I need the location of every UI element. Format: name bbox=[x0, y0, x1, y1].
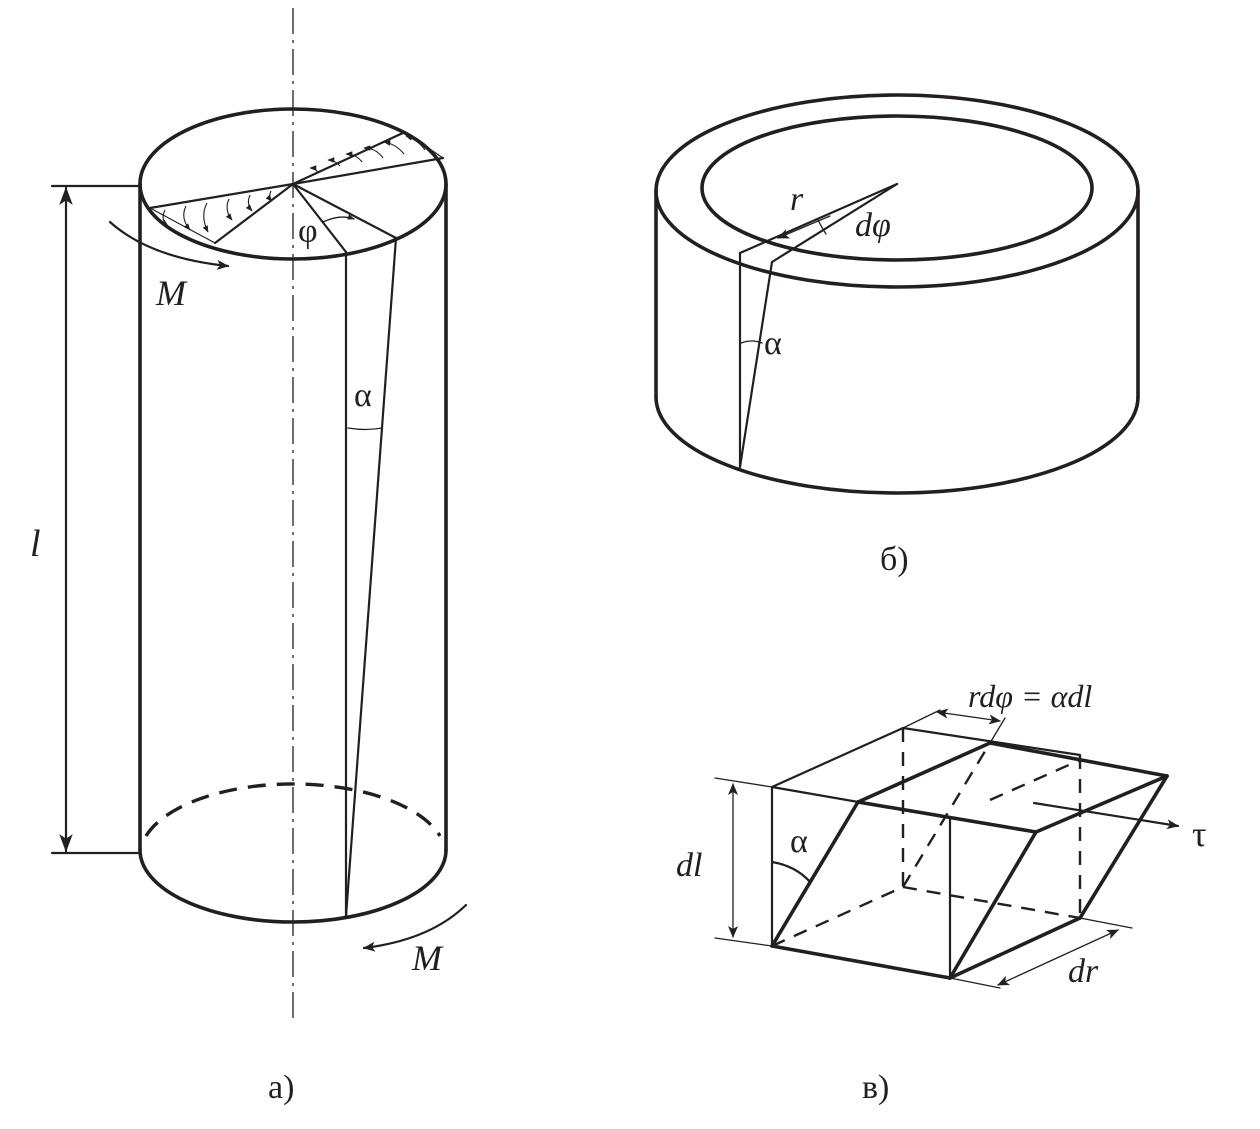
rdphi-ext-right bbox=[989, 717, 1006, 744]
caption-b: б) bbox=[880, 541, 909, 578]
top-radius-4 bbox=[291, 156, 445, 186]
angle-increment-label: dφ bbox=[855, 207, 891, 244]
stress-distribution-right bbox=[309, 131, 444, 173]
sheared-top-back bbox=[988, 741, 1169, 778]
twist-angle-label: φ bbox=[298, 213, 318, 250]
hidden-top-right bbox=[989, 758, 1081, 802]
shear-angle-label-c: α bbox=[790, 823, 808, 860]
ring-radius-original bbox=[738, 182, 899, 255]
top-radius-5 bbox=[291, 182, 348, 254]
hidden-diagonal bbox=[901, 742, 992, 888]
top-radius-1 bbox=[148, 182, 295, 210]
sheared-top-left bbox=[856, 741, 992, 804]
box-back-top-left bbox=[770, 726, 905, 789]
dr-dimension-line bbox=[997, 929, 1119, 986]
twist-angle-arc bbox=[322, 214, 355, 223]
ring-twisted-generatrix bbox=[738, 260, 774, 469]
angle-increment-arc bbox=[817, 219, 827, 235]
shear-angle-arc-b bbox=[740, 340, 763, 344]
stress-distribution-left bbox=[149, 190, 273, 244]
dr-ext-back bbox=[1079, 917, 1133, 929]
figure-b: r dφ α б) bbox=[654, 93, 1140, 578]
shear-angle-arc-c bbox=[770, 860, 812, 884]
length-label: l bbox=[30, 523, 41, 565]
top-radius-6 bbox=[291, 182, 398, 240]
figure-c: rdφ = αdl dl dr α τ в) bbox=[676, 678, 1206, 1106]
caption-c: в) bbox=[862, 1069, 889, 1106]
ring-bottom-edge bbox=[654, 395, 1140, 495]
stress-label: τ bbox=[1192, 814, 1206, 854]
caption-a: а) bbox=[268, 1069, 294, 1106]
sheared-top-right bbox=[1034, 774, 1169, 834]
sheared-right-face bbox=[1078, 774, 1169, 920]
sheared-top-front bbox=[856, 800, 1038, 834]
rdphi-dimension-line bbox=[936, 708, 1001, 725]
shear-angle-label-a: α bbox=[354, 377, 372, 414]
torque-bottom-label: M bbox=[411, 938, 444, 978]
figure-a: l M M φ α а) bbox=[30, 8, 468, 1106]
radius-label: r bbox=[790, 181, 804, 218]
bottom-front-edge bbox=[138, 848, 448, 924]
width-label: dr bbox=[1068, 953, 1099, 990]
torque-top-label: M bbox=[155, 273, 188, 313]
sheared-front-face bbox=[948, 830, 1038, 980]
dl-ext-top bbox=[714, 777, 773, 788]
torque-arrow-top bbox=[108, 220, 230, 270]
dr-ext-front bbox=[949, 977, 1001, 989]
sheared-left-face bbox=[770, 800, 860, 948]
ring-inner-top bbox=[700, 114, 1094, 262]
top-radius-2 bbox=[213, 182, 295, 245]
shear-angle-arc-a bbox=[347, 427, 383, 431]
sheared-bottom-front bbox=[770, 944, 952, 980]
shear-angle-label-b: α bbox=[764, 325, 782, 362]
relation-label: rdφ = αdl bbox=[968, 678, 1092, 714]
torque-arrow-bottom bbox=[362, 903, 468, 952]
dl-ext-bottom bbox=[714, 937, 773, 947]
height-label: dl bbox=[676, 847, 702, 884]
bottom-back-edge bbox=[144, 782, 442, 837]
stress-arrow bbox=[1032, 801, 1180, 830]
twisted-generatrix bbox=[344, 236, 398, 918]
hidden-bottom-back bbox=[902, 885, 1081, 920]
ring-radius-twisted bbox=[770, 182, 899, 264]
radius-arrow bbox=[777, 215, 831, 239]
top-radius-3 bbox=[291, 130, 407, 186]
rdphi-ext-left bbox=[902, 709, 941, 729]
